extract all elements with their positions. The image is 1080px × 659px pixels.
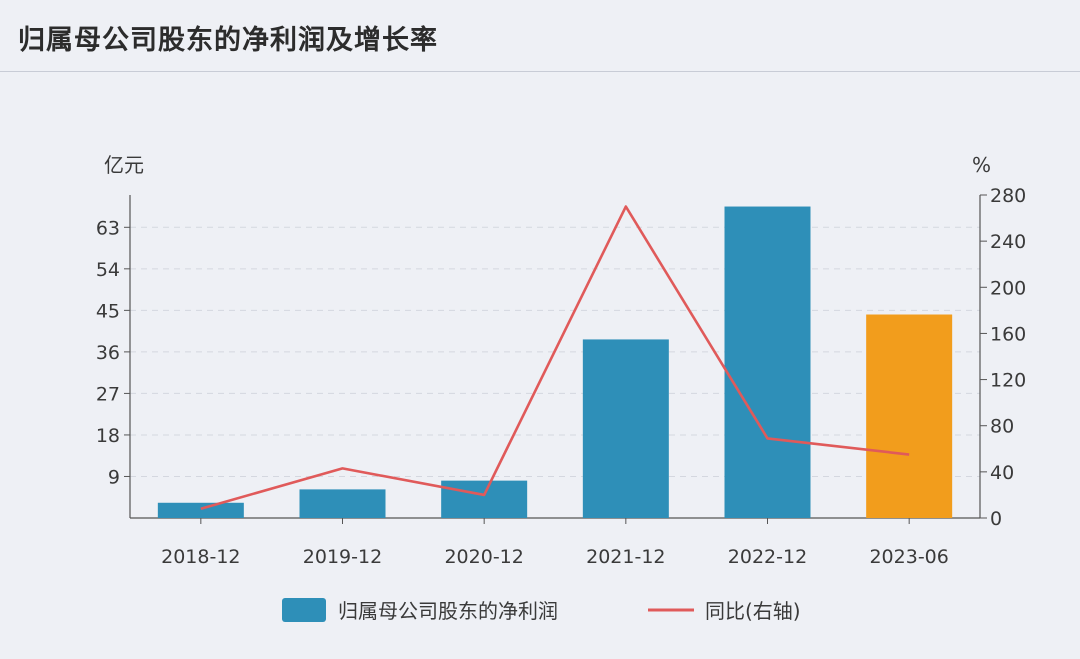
right-axis-unit: % [972,153,991,177]
bar [582,339,669,518]
right-tick-label: 0 [990,508,1002,530]
chart-title: 归属母公司股东的净利润及增长率 [18,25,438,56]
legend-label-line: 同比(右轴) [705,599,801,623]
right-tick-label: 80 [990,416,1014,438]
left-tick-label: 27 [96,383,120,405]
left-tick-label: 36 [96,342,120,364]
left-tick-label: 18 [96,425,120,447]
x-tick-label: 2020-12 [444,546,523,568]
legend-swatch-bar [282,598,326,622]
x-tick-label: 2022-12 [728,546,807,568]
left-tick-label: 9 [108,466,120,488]
right-tick-label: 40 [990,462,1014,484]
left-tick-label: 63 [96,217,120,239]
right-tick-label: 280 [990,185,1026,207]
bar [441,480,528,518]
x-tick-label: 2021-12 [586,546,665,568]
x-tick-label: 2023-06 [869,546,948,568]
right-tick-label: 240 [990,231,1026,253]
bar [157,502,244,518]
x-tick-label: 2018-12 [161,546,240,568]
x-tick-label: 2019-12 [303,546,382,568]
bar [724,206,811,519]
bar [866,314,953,518]
left-tick-label: 54 [96,259,120,281]
title-bar: 归属母公司股东的净利润及增长率 [0,0,1080,72]
right-tick-label: 120 [990,370,1026,392]
left-axis-unit: 亿元 [104,153,144,177]
right-tick-label: 160 [990,323,1026,345]
line-series-yoy [200,205,910,511]
right-tick-label: 200 [990,277,1026,299]
bar [299,489,386,518]
legend-label-bar: 归属母公司股东的净利润 [338,599,558,623]
left-tick-label: 45 [96,300,120,322]
